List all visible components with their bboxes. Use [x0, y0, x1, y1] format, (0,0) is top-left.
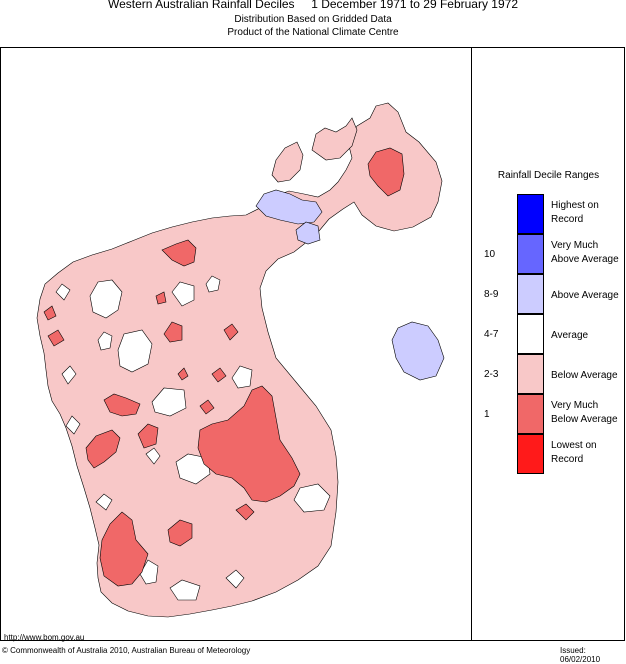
- very-much-below-average-regions: [43, 147, 405, 587]
- legend-swatch-lowest-on-record: [517, 434, 544, 474]
- legend-label-lowest-on-record: Lowest on Record: [551, 440, 597, 465]
- legend-swatch-highest-on-record: [517, 194, 544, 234]
- legend-range-4-7: 4-7: [484, 329, 499, 340]
- footer-url[interactable]: http://www.bom.gov.au: [4, 633, 85, 642]
- rainfall-decile-map: [36, 102, 445, 618]
- legend-label-very-much-above-average: Very Much Above Average: [551, 240, 619, 265]
- legend-range-8-9: 8-9: [484, 289, 499, 300]
- north-below-average: [271, 141, 304, 183]
- footer-issued-date: Issued: 06/02/2010: [560, 646, 601, 664]
- legend-label-very-much-below-average: Very Much Below Average: [551, 400, 618, 425]
- map-frame: [0, 47, 625, 641]
- above-average-regions: [255, 189, 445, 381]
- legend-swatch-very-much-above-average: [517, 234, 544, 274]
- legend-divider: [471, 47, 472, 641]
- legend-swatch-above-average: [517, 274, 544, 314]
- legend-swatch-below-average: [517, 354, 544, 394]
- map-subtitle-gridded: Distribution Based on Gridded Data: [234, 14, 392, 25]
- legend-range-2-3: 2-3: [484, 369, 499, 380]
- legend-label-above-average: Above Average: [551, 290, 619, 301]
- below-average-region: [36, 102, 443, 618]
- legend-range-10: 10: [484, 249, 496, 260]
- legend-swatch-very-much-below-average: [517, 394, 544, 434]
- kimberley-below-average: [311, 117, 358, 161]
- map-subtitle-product: Product of the National Climate Centre: [227, 27, 399, 38]
- footer-copyright: © Commonwealth of Australia 2010, Austra…: [2, 646, 251, 655]
- legend-label-average: Average: [551, 330, 589, 341]
- legend-label-highest-on-record: Highest on Record: [551, 200, 599, 225]
- map-title: Western Australian Rainfall Deciles 1 De…: [108, 0, 518, 11]
- legend-title: Rainfall Decile Ranges: [497, 170, 600, 181]
- average-regions: [55, 275, 331, 601]
- legend-range-1: 1: [484, 409, 490, 420]
- legend-swatch-average: [517, 314, 544, 354]
- legend-label-below-average: Below Average: [551, 370, 618, 381]
